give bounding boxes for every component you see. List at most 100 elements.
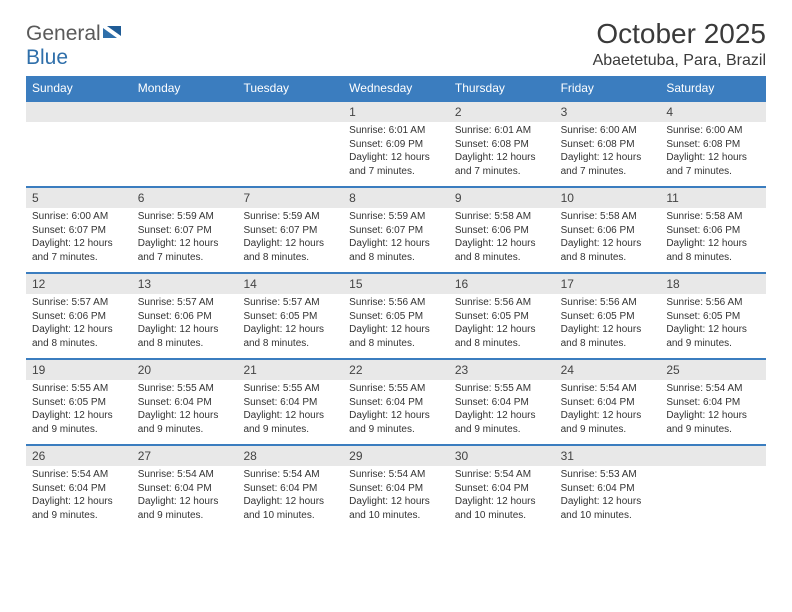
day-details bbox=[132, 122, 238, 186]
day-number: 26 bbox=[26, 446, 132, 466]
day-details bbox=[26, 122, 132, 186]
day-details: Sunrise: 5:54 AMSunset: 6:04 PMDaylight:… bbox=[132, 466, 238, 530]
day-details: Sunrise: 6:01 AMSunset: 6:09 PMDaylight:… bbox=[343, 122, 449, 186]
day-number: 10 bbox=[555, 188, 661, 208]
day-details: Sunrise: 5:54 AMSunset: 6:04 PMDaylight:… bbox=[26, 466, 132, 530]
day-number: 5 bbox=[26, 188, 132, 208]
day-details: Sunrise: 5:59 AMSunset: 6:07 PMDaylight:… bbox=[132, 208, 238, 272]
day-number: 20 bbox=[132, 360, 238, 380]
page: GeneralBlue October 2025 Abaetetuba, Par… bbox=[0, 0, 792, 548]
day-number: 4 bbox=[660, 102, 766, 122]
day-number: 13 bbox=[132, 274, 238, 294]
day-details: Sunrise: 5:55 AMSunset: 6:04 PMDaylight:… bbox=[132, 380, 238, 444]
day-details: Sunrise: 5:57 AMSunset: 6:06 PMDaylight:… bbox=[26, 294, 132, 358]
day-number: 9 bbox=[449, 188, 555, 208]
day-details: Sunrise: 5:54 AMSunset: 6:04 PMDaylight:… bbox=[343, 466, 449, 530]
week-row: 262728293031Sunrise: 5:54 AMSunset: 6:04… bbox=[26, 444, 766, 530]
brand-text: GeneralBlue bbox=[26, 22, 123, 70]
day-details: Sunrise: 5:54 AMSunset: 6:04 PMDaylight:… bbox=[660, 380, 766, 444]
day-details: Sunrise: 5:54 AMSunset: 6:04 PMDaylight:… bbox=[555, 380, 661, 444]
day-details: Sunrise: 5:54 AMSunset: 6:04 PMDaylight:… bbox=[237, 466, 343, 530]
day-details bbox=[237, 122, 343, 186]
details-row: Sunrise: 5:54 AMSunset: 6:04 PMDaylight:… bbox=[26, 466, 766, 530]
daynum-row: 262728293031 bbox=[26, 444, 766, 466]
location: Abaetetuba, Para, Brazil bbox=[593, 52, 766, 70]
day-number bbox=[237, 102, 343, 122]
day-number: 12 bbox=[26, 274, 132, 294]
day-details: Sunrise: 5:58 AMSunset: 6:06 PMDaylight:… bbox=[660, 208, 766, 272]
weekday-label: Wednesday bbox=[343, 76, 449, 100]
daynum-row: 12131415161718 bbox=[26, 272, 766, 294]
day-number bbox=[26, 102, 132, 122]
day-number: 16 bbox=[449, 274, 555, 294]
weekday-label: Sunday bbox=[26, 76, 132, 100]
daynum-row: 19202122232425 bbox=[26, 358, 766, 380]
title-block: October 2025 Abaetetuba, Para, Brazil bbox=[593, 18, 766, 70]
week-row: 12131415161718Sunrise: 5:57 AMSunset: 6:… bbox=[26, 272, 766, 358]
day-number: 25 bbox=[660, 360, 766, 380]
brand-word2: Blue bbox=[26, 46, 68, 69]
day-details: Sunrise: 5:56 AMSunset: 6:05 PMDaylight:… bbox=[449, 294, 555, 358]
day-number: 22 bbox=[343, 360, 449, 380]
day-details: Sunrise: 6:00 AMSunset: 6:07 PMDaylight:… bbox=[26, 208, 132, 272]
brand-word1: General bbox=[26, 22, 101, 45]
day-number: 15 bbox=[343, 274, 449, 294]
day-number: 21 bbox=[237, 360, 343, 380]
day-details: Sunrise: 5:54 AMSunset: 6:04 PMDaylight:… bbox=[449, 466, 555, 530]
daynum-row: 1234 bbox=[26, 100, 766, 122]
day-number: 24 bbox=[555, 360, 661, 380]
details-row: Sunrise: 5:57 AMSunset: 6:06 PMDaylight:… bbox=[26, 294, 766, 358]
weekday-label: Monday bbox=[132, 76, 238, 100]
day-number: 28 bbox=[237, 446, 343, 466]
day-details: Sunrise: 5:53 AMSunset: 6:04 PMDaylight:… bbox=[555, 466, 661, 530]
day-number: 19 bbox=[26, 360, 132, 380]
brand-mark-icon bbox=[103, 20, 123, 43]
weekday-label: Tuesday bbox=[237, 76, 343, 100]
day-number: 18 bbox=[660, 274, 766, 294]
day-number: 23 bbox=[449, 360, 555, 380]
details-row: Sunrise: 6:01 AMSunset: 6:09 PMDaylight:… bbox=[26, 122, 766, 186]
month-title: October 2025 bbox=[593, 18, 766, 50]
brand-logo: GeneralBlue bbox=[26, 22, 123, 70]
day-number: 31 bbox=[555, 446, 661, 466]
day-details: Sunrise: 5:59 AMSunset: 6:07 PMDaylight:… bbox=[237, 208, 343, 272]
day-number: 17 bbox=[555, 274, 661, 294]
day-number: 8 bbox=[343, 188, 449, 208]
weekday-label: Friday bbox=[555, 76, 661, 100]
day-number: 7 bbox=[237, 188, 343, 208]
weekday-label: Thursday bbox=[449, 76, 555, 100]
day-number: 1 bbox=[343, 102, 449, 122]
day-details: Sunrise: 5:57 AMSunset: 6:05 PMDaylight:… bbox=[237, 294, 343, 358]
day-number: 14 bbox=[237, 274, 343, 294]
details-row: Sunrise: 5:55 AMSunset: 6:05 PMDaylight:… bbox=[26, 380, 766, 444]
calendar: SundayMondayTuesdayWednesdayThursdayFrid… bbox=[26, 76, 766, 530]
day-details: Sunrise: 5:58 AMSunset: 6:06 PMDaylight:… bbox=[555, 208, 661, 272]
day-details: Sunrise: 5:55 AMSunset: 6:04 PMDaylight:… bbox=[237, 380, 343, 444]
day-details: Sunrise: 5:58 AMSunset: 6:06 PMDaylight:… bbox=[449, 208, 555, 272]
week-row: 567891011Sunrise: 6:00 AMSunset: 6:07 PM… bbox=[26, 186, 766, 272]
day-details: Sunrise: 6:00 AMSunset: 6:08 PMDaylight:… bbox=[660, 122, 766, 186]
daynum-row: 567891011 bbox=[26, 186, 766, 208]
day-details: Sunrise: 5:56 AMSunset: 6:05 PMDaylight:… bbox=[343, 294, 449, 358]
day-number bbox=[660, 446, 766, 466]
day-number: 30 bbox=[449, 446, 555, 466]
day-details: Sunrise: 5:56 AMSunset: 6:05 PMDaylight:… bbox=[660, 294, 766, 358]
day-details: Sunrise: 5:55 AMSunset: 6:04 PMDaylight:… bbox=[449, 380, 555, 444]
details-row: Sunrise: 6:00 AMSunset: 6:07 PMDaylight:… bbox=[26, 208, 766, 272]
week-row: 1234Sunrise: 6:01 AMSunset: 6:09 PMDayli… bbox=[26, 100, 766, 186]
day-number: 27 bbox=[132, 446, 238, 466]
header: GeneralBlue October 2025 Abaetetuba, Par… bbox=[26, 18, 766, 70]
day-details: Sunrise: 5:55 AMSunset: 6:05 PMDaylight:… bbox=[26, 380, 132, 444]
week-row: 19202122232425Sunrise: 5:55 AMSunset: 6:… bbox=[26, 358, 766, 444]
day-number: 11 bbox=[660, 188, 766, 208]
weeks-container: 1234Sunrise: 6:01 AMSunset: 6:09 PMDayli… bbox=[26, 100, 766, 530]
day-details: Sunrise: 6:01 AMSunset: 6:08 PMDaylight:… bbox=[449, 122, 555, 186]
day-number: 3 bbox=[555, 102, 661, 122]
day-number: 6 bbox=[132, 188, 238, 208]
day-details: Sunrise: 5:57 AMSunset: 6:06 PMDaylight:… bbox=[132, 294, 238, 358]
weekday-label: Saturday bbox=[660, 76, 766, 100]
day-details: Sunrise: 5:56 AMSunset: 6:05 PMDaylight:… bbox=[555, 294, 661, 358]
day-number: 29 bbox=[343, 446, 449, 466]
day-details: Sunrise: 5:59 AMSunset: 6:07 PMDaylight:… bbox=[343, 208, 449, 272]
day-number bbox=[132, 102, 238, 122]
